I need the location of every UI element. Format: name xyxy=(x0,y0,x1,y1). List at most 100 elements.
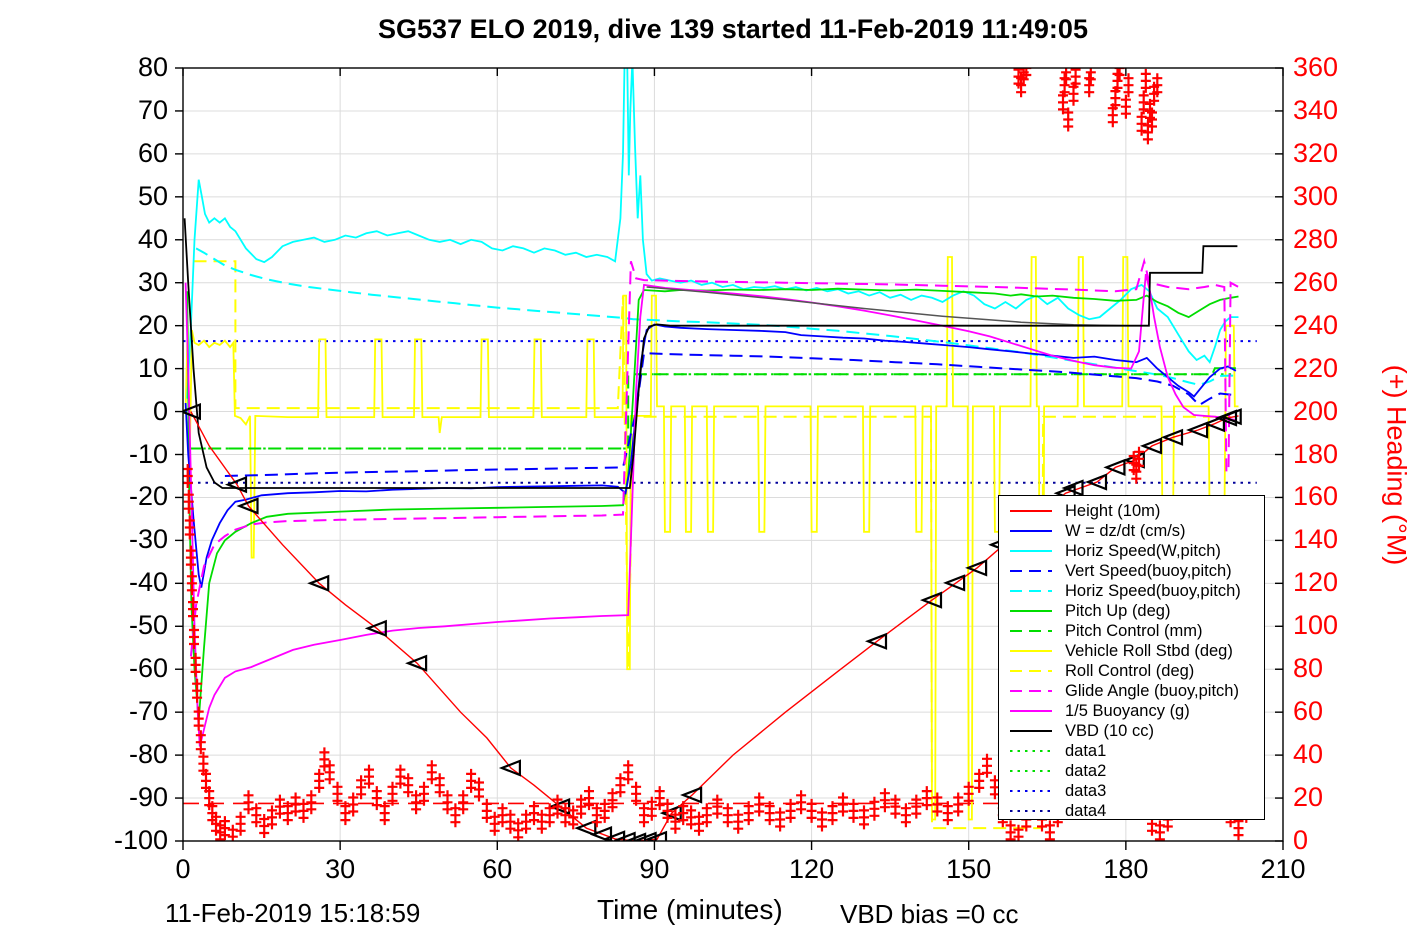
legend-line-sample xyxy=(1010,690,1052,692)
legend-line-sample xyxy=(1010,610,1052,612)
legend-row-0: Height (10m) xyxy=(999,501,1264,521)
legend-label: Glide Angle (buoy,pitch) xyxy=(1065,681,1239,700)
chart-title: SG537 ELO 2019, dive 139 started 11-Feb-… xyxy=(378,14,1088,44)
y-right-tick-60: 60 xyxy=(1293,696,1324,727)
series-glide-angle xyxy=(189,257,1239,657)
x-axis-label: Time (minutes) xyxy=(597,894,783,925)
legend-label: Vert Speed(buoy,pitch) xyxy=(1065,561,1232,580)
legend-line-sample xyxy=(1010,790,1052,792)
series-vert-speed-buoy xyxy=(224,352,1237,477)
series-w-dzdt xyxy=(184,323,1237,588)
legend-row-3: Vert Speed(buoy,pitch) xyxy=(999,561,1264,581)
legend-label: Roll Control (deg) xyxy=(1065,661,1195,680)
y-left-tick-80: 80 xyxy=(137,52,168,82)
axes-box xyxy=(175,67,1284,850)
y-right-tick-360: 360 xyxy=(1293,52,1339,82)
legend-line-sample xyxy=(1010,570,1052,572)
y-right-tick-320: 320 xyxy=(1293,137,1339,168)
legend-line-sample xyxy=(1010,770,1052,772)
footer-timestamp: 11-Feb-2019 15:18:59 xyxy=(165,898,421,928)
y-right-tick-180: 180 xyxy=(1293,438,1339,469)
legend-label: VBD (10 cc) xyxy=(1065,721,1154,740)
legend-line-sample xyxy=(1010,670,1052,672)
y-right-tick-300: 300 xyxy=(1293,180,1339,211)
y-right-tick-200: 200 xyxy=(1293,395,1339,426)
legend-label: Pitch Up (deg) xyxy=(1065,601,1171,620)
x-tick-60: 60 xyxy=(482,854,513,884)
series-height xyxy=(190,411,1239,841)
y-right-tick-280: 280 xyxy=(1293,223,1339,254)
y-left-tick--30: -30 xyxy=(128,524,168,555)
y-left-tick-20: 20 xyxy=(137,309,168,340)
y-right-tick-220: 220 xyxy=(1293,352,1339,383)
legend-label: data3 xyxy=(1065,781,1107,800)
y-left-tick-70: 70 xyxy=(137,94,168,125)
y-left-tick--80: -80 xyxy=(128,739,168,770)
y-right-tick-340: 340 xyxy=(1293,94,1339,125)
series-horiz-speed-w xyxy=(186,68,1239,399)
legend-label: data1 xyxy=(1065,741,1107,760)
series-horiz-speed-buoy xyxy=(195,247,1236,386)
legend-line-sample xyxy=(1010,810,1052,812)
y-right-tick-100: 100 xyxy=(1293,610,1339,641)
legend-row-15: data4 xyxy=(999,801,1264,821)
x-tick-90: 90 xyxy=(639,854,670,884)
y-right-tick-20: 20 xyxy=(1293,782,1324,813)
legend-label: data2 xyxy=(1065,761,1107,780)
y-right-tick-240: 240 xyxy=(1293,309,1339,340)
y-right-tick-40: 40 xyxy=(1293,739,1324,770)
legend-row-13: data2 xyxy=(999,761,1264,781)
legend-label: 1/5 Buoyancy (g) xyxy=(1065,701,1190,720)
y-left-tick--70: -70 xyxy=(128,696,168,727)
legend-row-4: Horiz Speed(buoy,pitch) xyxy=(999,581,1264,601)
legend-label: Height (10m) xyxy=(1065,501,1161,520)
y-left-tick--40: -40 xyxy=(128,567,168,598)
y-left-tick--90: -90 xyxy=(128,782,168,813)
y-right-tick-140: 140 xyxy=(1293,524,1339,555)
legend-row-1: W = dz/dt (cm/s) xyxy=(999,521,1264,541)
legend-label: W = dz/dt (cm/s) xyxy=(1065,521,1186,540)
x-tick-210: 210 xyxy=(1260,854,1306,884)
y-left-tick-40: 40 xyxy=(137,223,168,254)
legend-line-sample xyxy=(1010,630,1052,632)
markers-heading-wraps xyxy=(1013,68,1163,484)
legend-row-5: Pitch Up (deg) xyxy=(999,601,1264,621)
legend-label: data4 xyxy=(1065,801,1107,820)
y-right-tick-0: 0 xyxy=(1293,825,1309,855)
y-left-tick--10: -10 xyxy=(128,438,168,469)
legend-row-14: data3 xyxy=(999,781,1264,801)
y-left-tick--60: -60 xyxy=(128,653,168,684)
y-left-tick-60: 60 xyxy=(137,137,168,168)
legend-row-2: Horiz Speed(W,pitch) xyxy=(999,541,1264,561)
legend-line-sample xyxy=(1010,750,1052,752)
x-tick-180: 180 xyxy=(1103,854,1149,884)
x-tick-150: 150 xyxy=(946,854,992,884)
series-vbd xyxy=(183,218,1238,489)
y-left-tick-30: 30 xyxy=(137,266,168,297)
y-right-tick-80: 80 xyxy=(1293,653,1324,684)
legend-box: Height (10m) W = dz/dt (cm/s) Horiz Speed(… xyxy=(998,495,1265,820)
y-left-tick-10: 10 xyxy=(137,352,168,383)
legend-label: Pitch Control (mm) xyxy=(1065,621,1203,640)
legend-label: Horiz Speed(W,pitch) xyxy=(1065,541,1221,560)
legend-row-12: data1 xyxy=(999,741,1264,761)
x-tick-0: 0 xyxy=(175,854,191,884)
legend-label: Horiz Speed(buoy,pitch) xyxy=(1065,581,1241,600)
legend-row-9: Glide Angle (buoy,pitch) xyxy=(999,681,1264,701)
legend-row-11: VBD (10 cc) xyxy=(999,721,1264,741)
y-right-tick-120: 120 xyxy=(1293,567,1339,598)
y-left-tick--100: -100 xyxy=(113,825,168,855)
y-left-tick--20: -20 xyxy=(128,481,168,512)
legend-line-sample xyxy=(1010,730,1052,732)
y-right-tick-260: 260 xyxy=(1293,266,1339,297)
series-pitch-control xyxy=(188,367,1236,450)
legend-line-sample xyxy=(1010,650,1052,652)
legend-line-sample xyxy=(1010,510,1052,512)
legend-line-sample xyxy=(1010,710,1052,712)
legend-line-sample xyxy=(1010,530,1052,532)
x-tick-30: 30 xyxy=(325,854,356,884)
y-right-tick-160: 160 xyxy=(1293,481,1339,512)
y-left-tick--50: -50 xyxy=(128,610,168,641)
